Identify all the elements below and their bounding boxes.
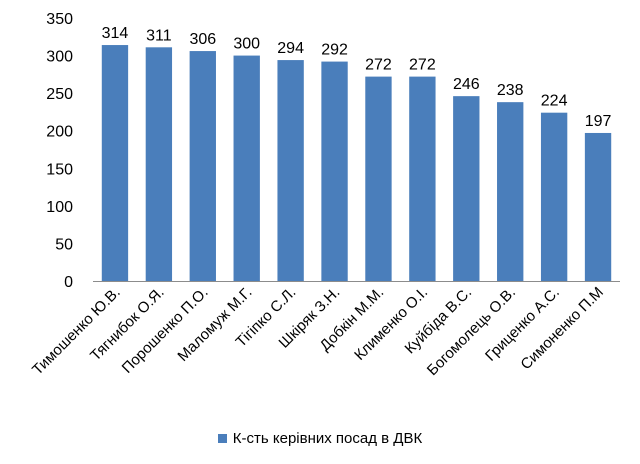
bar [145,47,173,282]
y-tick-label: 0 [64,274,73,291]
y-tick-label: 150 [46,161,73,178]
data-label: 294 [277,40,304,57]
data-label: 292 [321,42,348,59]
data-label: 272 [365,57,392,74]
bar [233,55,260,282]
y-tick-label: 50 [55,236,73,253]
y-tick-label: 100 [46,199,73,216]
bars [101,45,612,282]
bar [584,132,612,281]
data-label: 300 [233,36,260,53]
bar [277,60,304,281]
bar [365,76,392,282]
data-label: 314 [102,25,129,42]
data-label: 246 [453,76,480,93]
data-label: 306 [189,31,216,48]
y-tick-label: 200 [46,124,73,141]
bar [497,102,524,281]
data-label: 238 [497,82,524,99]
legend-label: К-сть керівних посад в ДВК [232,430,423,447]
bar-chart: 0 50 100 150 200 250 300 350 314 311 306 300 294 292… [29,11,620,379]
bar [453,96,480,281]
data-label: 311 [146,27,172,44]
data-labels: 314 311 306 300 294 292 272 272 246 238 224 197 [102,25,612,130]
data-label: 272 [409,57,436,74]
y-axis: 0 50 100 150 200 250 300 350 [46,11,73,291]
bar [101,45,129,282]
bar [189,51,216,281]
x-axis: Тимошенко Ю.В.Тягнибок О.Я.Порошенко П.О… [29,281,620,379]
data-label: 224 [541,93,568,110]
x-tick-label: Симоненко П.М [517,284,606,373]
bar [540,112,568,282]
data-label: 197 [585,113,612,130]
bar [321,61,348,281]
legend-swatch [217,434,227,443]
y-tick-label: 250 [46,86,73,103]
legend: К-сть керівних посад в ДВК [0,430,640,447]
bar [409,76,436,282]
y-tick-label: 350 [46,11,73,28]
y-tick-label: 300 [46,49,73,66]
